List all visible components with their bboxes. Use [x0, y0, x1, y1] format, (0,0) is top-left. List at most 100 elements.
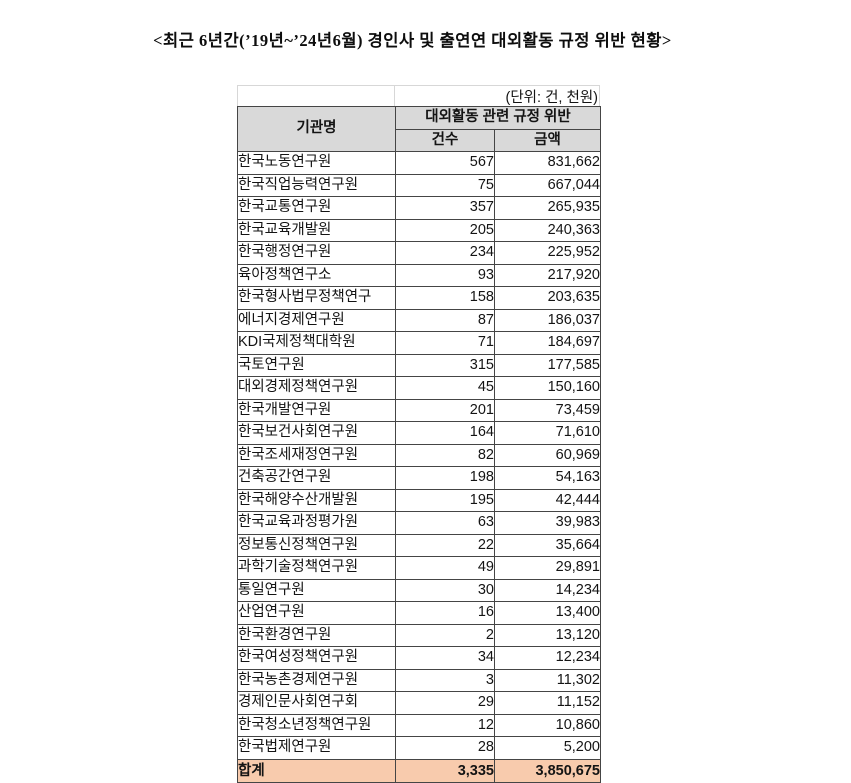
cell-institution: 대외경제정책연구원: [237, 376, 396, 400]
unit-note-spacer: [237, 86, 395, 106]
cell-amount: 186,037: [494, 308, 601, 332]
cell-institution: 정보통신정책연구원: [237, 533, 396, 557]
cell-institution: 한국조세재정연구원: [237, 443, 396, 467]
cell-count: 28: [395, 736, 495, 760]
table-row: 한국법제연구원 28 5,200: [237, 736, 601, 760]
cell-count: 205: [395, 218, 495, 242]
table-row: 한국조세재정연구원 82 60,969: [237, 443, 601, 467]
cell-amount: 240,363: [494, 218, 601, 242]
cell-institution: 국토연구원: [237, 353, 396, 377]
cell-amount: 12,234: [494, 646, 601, 670]
table-row: 한국여성정책연구원 34 12,234: [237, 646, 601, 670]
cell-institution: 육아정책연구소: [237, 263, 396, 287]
table-row: 한국형사법무정책연구 158 203,635: [237, 286, 601, 310]
table-row: 한국해양수산개발원 195 42,444: [237, 488, 601, 512]
cell-count: 71: [395, 331, 495, 355]
cell-count: 2: [395, 623, 495, 647]
cell-amount: 5,200: [494, 736, 601, 760]
cell-amount: 177,585: [494, 353, 601, 377]
cell-count: 12: [395, 713, 495, 737]
cell-amount: 225,952: [494, 241, 601, 265]
cell-count: 34: [395, 646, 495, 670]
cell-amount: 14,234: [494, 578, 601, 602]
table-row: 한국개발연구원 201 73,459: [237, 398, 601, 422]
cell-amount: 13,400: [494, 601, 601, 625]
table-row: 한국환경연구원 2 13,120: [237, 623, 601, 647]
cell-amount: 13,120: [494, 623, 601, 647]
cell-count: 567: [395, 151, 495, 175]
cell-count: 357: [395, 196, 495, 220]
cell-institution: 에너지경제연구원: [237, 308, 396, 332]
total-count: 3,335: [395, 758, 495, 783]
cell-institution: 한국행정연구원: [237, 241, 396, 265]
cell-count: 49: [395, 556, 495, 580]
cell-amount: 203,635: [494, 286, 601, 310]
table-header: 기관명 대외활동 관련 규정 위반 건수 금액: [237, 106, 601, 152]
cell-count: 75: [395, 173, 495, 197]
cell-count: 63: [395, 511, 495, 535]
total-row: 합계 3,335 3,850,675: [237, 758, 601, 783]
cell-amount: 667,044: [494, 173, 601, 197]
table-row: 한국농촌경제연구원 3 11,302: [237, 668, 601, 692]
cell-institution: 한국교통연구원: [237, 196, 396, 220]
table-body: 한국노동연구원 567 831,662 한국직업능력연구원 75 667,044 한국교통연…: [237, 151, 601, 760]
violations-table-container: (단위: 건, 천원) 기관명 대외활동 관련 규정 위반 건수 금액 한국노동…: [237, 85, 601, 783]
cell-count: 29: [395, 691, 495, 715]
cell-count: 195: [395, 488, 495, 512]
cell-institution: 건축공간연구원: [237, 466, 396, 490]
cell-institution: 한국교육개발원: [237, 218, 396, 242]
table-row: 건축공간연구원 198 54,163: [237, 466, 601, 490]
table-row: 통일연구원 30 14,234: [237, 578, 601, 602]
cell-institution: 한국교육과정평가원: [237, 511, 396, 535]
cell-count: 16: [395, 601, 495, 625]
cell-amount: 73,459: [494, 398, 601, 422]
cell-amount: 29,891: [494, 556, 601, 580]
violations-table: 기관명 대외활동 관련 규정 위반 건수 금액 한국노동연구원 567 831,66…: [237, 106, 601, 783]
cell-institution: 한국직업능력연구원: [237, 173, 396, 197]
table-row: 한국행정연구원 234 225,952: [237, 241, 601, 265]
cell-amount: 11,302: [494, 668, 601, 692]
cell-amount: 42,444: [494, 488, 601, 512]
cell-count: 93: [395, 263, 495, 287]
table-row: 정보통신정책연구원 22 35,664: [237, 533, 601, 557]
cell-count: 198: [395, 466, 495, 490]
header-amount: 금액: [494, 128, 601, 152]
cell-institution: 한국형사법무정책연구: [237, 286, 396, 310]
cell-institution: 한국환경연구원: [237, 623, 396, 647]
cell-amount: 39,983: [494, 511, 601, 535]
cell-institution: 통일연구원: [237, 578, 396, 602]
cell-count: 30: [395, 578, 495, 602]
cell-institution: 산업연구원: [237, 601, 396, 625]
title-bar: <최근 6년간(’19년~’24년6월) 경인사 및 출연연 대외활동 규정 위…: [0, 27, 838, 51]
table-row: 국토연구원 315 177,585: [237, 353, 601, 377]
cell-institution: 과학기술정책연구원: [237, 556, 396, 580]
cell-amount: 831,662: [494, 151, 601, 175]
cell-count: 315: [395, 353, 495, 377]
table-row: 육아정책연구소 93 217,920: [237, 263, 601, 287]
cell-count: 22: [395, 533, 495, 557]
unit-note-row: (단위: 건, 천원): [237, 85, 600, 106]
table-row: 한국교육개발원 205 240,363: [237, 218, 601, 242]
cell-institution: 한국노동연구원: [237, 151, 396, 175]
cell-amount: 71,610: [494, 421, 601, 445]
total-amount: 3,850,675: [494, 758, 601, 783]
table-row: 산업연구원 16 13,400: [237, 601, 601, 625]
table-row: 한국보건사회연구원 164 71,610: [237, 421, 601, 445]
cell-amount: 35,664: [494, 533, 601, 557]
unit-note: (단위: 건, 천원): [395, 86, 600, 106]
table-row: 한국교육과정평가원 63 39,983: [237, 511, 601, 535]
cell-amount: 265,935: [494, 196, 601, 220]
page-title: <최근 6년간(’19년~’24년6월) 경인사 및 출연연 대외활동 규정 위…: [153, 31, 672, 50]
cell-amount: 11,152: [494, 691, 601, 715]
cell-institution: 한국보건사회연구원: [237, 421, 396, 445]
table-row: 한국교통연구원 357 265,935: [237, 196, 601, 220]
header-institution: 기관명: [237, 106, 396, 152]
cell-count: 201: [395, 398, 495, 422]
cell-institution: 한국개발연구원: [237, 398, 396, 422]
cell-count: 82: [395, 443, 495, 467]
table-row: 한국노동연구원 567 831,662: [237, 151, 601, 175]
table-row: 경제인문사회연구회 29 11,152: [237, 691, 601, 715]
cell-institution: KDI국제정책대학원: [237, 331, 396, 355]
table-row: 한국청소년정책연구원 12 10,860: [237, 713, 601, 737]
cell-count: 234: [395, 241, 495, 265]
